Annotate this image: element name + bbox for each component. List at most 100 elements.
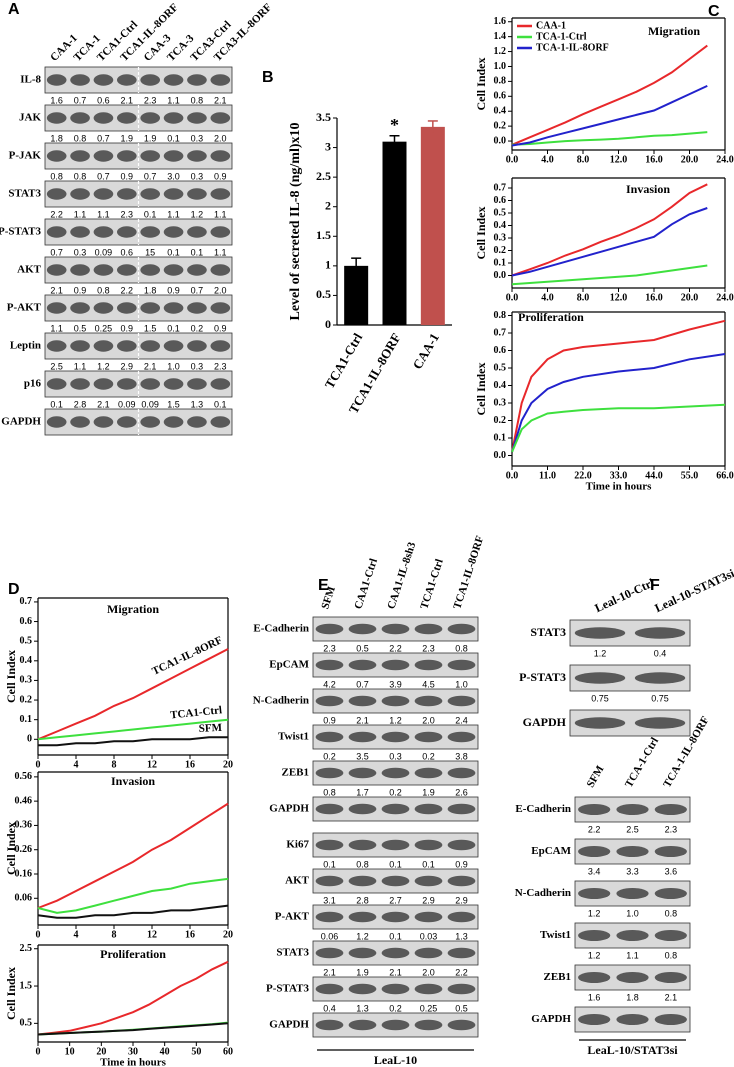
quantification: 2.9 [121,361,134,371]
quantification: 0.3 [389,751,402,761]
band [46,264,67,276]
band [70,74,90,86]
x-tick-label: 8 [112,929,117,940]
band [140,264,161,276]
quantification: 0.09 [118,399,136,409]
quantification: 0.3 [191,171,204,181]
series-line [511,183,708,277]
quantification: 0.7 [97,133,110,143]
row-label: GAPDH [1,416,41,428]
row-label: EpCAM [531,845,571,857]
band [46,302,67,314]
y-tick-label: 0.3 [20,675,33,686]
quantification: 0.25 [420,1003,438,1013]
band [414,947,443,959]
y-tick-label: 1.5 [20,980,33,991]
band [381,1019,410,1031]
band [414,731,443,743]
quantification: 1.2 [389,715,402,725]
quantification: 0.4 [654,648,667,658]
band [116,112,137,124]
quantification: 2.1 [323,967,336,977]
band [447,947,476,959]
y-tick-label: 1.5 [316,228,331,242]
y-tick-label: 0.5 [20,1018,33,1029]
x-tick-label: 30 [128,1046,138,1057]
quantification: 0.5 [356,643,369,653]
band [348,623,377,635]
x-tick-label: 20.0 [681,292,699,303]
band [447,1019,476,1031]
band [381,839,410,851]
x-tick-label: 60 [223,1046,233,1057]
band [348,1019,377,1031]
band [210,112,231,124]
footer-label: LeaL-10 [374,1053,417,1067]
y-tick-label: 0.16 [15,868,33,879]
quantification: 0.6 [97,95,110,105]
quantification: 0.8 [356,859,369,869]
band [381,947,410,959]
quantification: 0.8 [665,908,678,918]
quantification: 2.2 [455,967,468,977]
quantification: 3.8 [455,751,468,761]
x-tick-label: 11.0 [539,470,556,481]
band [447,623,476,635]
band [315,983,344,995]
x-tick-label: 44.0 [645,470,663,481]
band [93,112,114,124]
band [116,74,137,86]
row-label: ZEB1 [543,971,571,983]
panel-label: F [650,577,660,594]
row-label: P-STAT3 [519,670,566,684]
band [140,416,161,428]
x-axis-label: Time in hours [586,481,653,493]
x-tick-label: 20 [223,759,233,770]
quantification: 0.1 [50,399,63,409]
band [447,767,476,779]
row-label: Ki67 [286,839,309,851]
y-tick-label: 1.2 [494,46,507,57]
row-label: AKT [17,264,42,276]
band [187,378,207,390]
quantification: 0.8 [97,285,110,295]
quantification: 2.7 [389,895,402,905]
band [348,659,377,671]
quantification: 1.2 [191,209,204,219]
band [210,74,231,86]
y-tick-label: 0.7 [494,327,507,338]
lane-label: CAA1-Ctrl [352,557,380,611]
x-tick-label: 4 [74,759,79,770]
y-tick-label: 0.0 [494,450,507,461]
panel-label: B [262,69,274,86]
quantification: 2.9 [455,895,468,905]
band [315,767,344,779]
quantification: 0.1 [323,859,336,869]
x-tick-label: 22.0 [574,470,592,481]
series-line [37,1022,229,1036]
band [315,623,344,635]
quantification: 0.2 [191,323,204,333]
band [348,695,377,707]
row-label: N-Cadherin [515,887,571,899]
row-label: AKT [285,875,310,887]
annotation: * [390,115,399,135]
row-label: P-AKT [275,911,310,923]
quantification: 0.3 [74,247,87,257]
band [93,226,114,238]
row-label: STAT3 [8,188,41,200]
series-line [511,319,726,453]
quantification: 1.8 [50,133,63,143]
band [315,731,344,743]
quantification: 2.0 [214,133,227,143]
band [187,188,207,200]
band [187,302,207,314]
quantification: 0.2 [323,751,336,761]
row-label: N-Cadherin [253,695,309,707]
y-tick-label: 0.6 [494,195,507,206]
band [616,888,649,899]
x-tick-label: 8.0 [577,292,590,303]
series-line [37,877,229,914]
quantification: 1.2 [594,648,607,658]
band [381,983,410,995]
